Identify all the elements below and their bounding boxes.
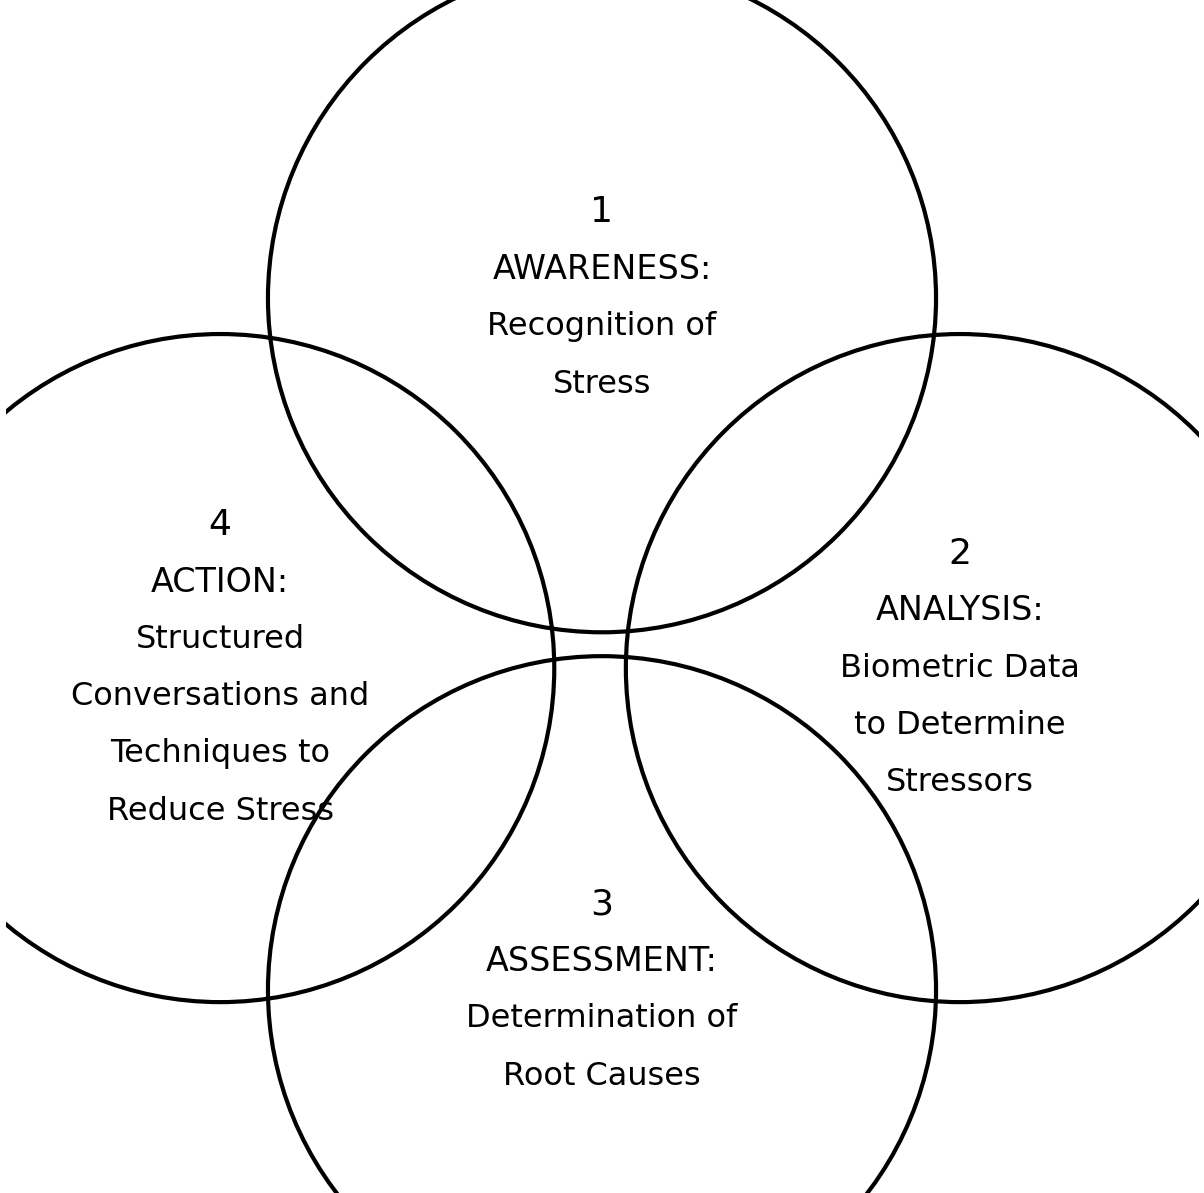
Text: Stress: Stress — [553, 369, 651, 400]
Text: 2: 2 — [949, 537, 972, 570]
Text: Biometric Data: Biometric Data — [840, 653, 1080, 684]
Text: 1: 1 — [590, 196, 614, 229]
Polygon shape — [346, 756, 514, 933]
Text: ACTION:: ACTION: — [152, 565, 289, 599]
Text: Techniques to: Techniques to — [111, 738, 330, 769]
Text: AWARENESS:: AWARENESS: — [492, 253, 712, 286]
Text: 4: 4 — [208, 508, 231, 542]
Text: to Determine: to Determine — [854, 710, 1066, 741]
Circle shape — [268, 0, 936, 632]
Circle shape — [268, 656, 936, 1193]
Circle shape — [0, 334, 554, 1002]
Text: Conversations and: Conversations and — [71, 681, 370, 712]
Text: ANALYSIS:: ANALYSIS: — [875, 594, 1044, 628]
Circle shape — [626, 334, 1204, 1002]
Text: Recognition of: Recognition of — [488, 311, 716, 342]
Text: 3: 3 — [590, 888, 614, 921]
Text: ASSESSMENT:: ASSESSMENT: — [486, 945, 718, 978]
Polygon shape — [308, 413, 480, 587]
Text: Stressors: Stressors — [886, 767, 1034, 798]
Polygon shape — [678, 379, 851, 552]
Text: Structured: Structured — [136, 624, 305, 655]
Text: Determination of: Determination of — [466, 1003, 738, 1034]
Text: Reduce Stress: Reduce Stress — [107, 796, 334, 827]
Polygon shape — [714, 725, 884, 901]
Text: Root Causes: Root Causes — [503, 1061, 701, 1092]
